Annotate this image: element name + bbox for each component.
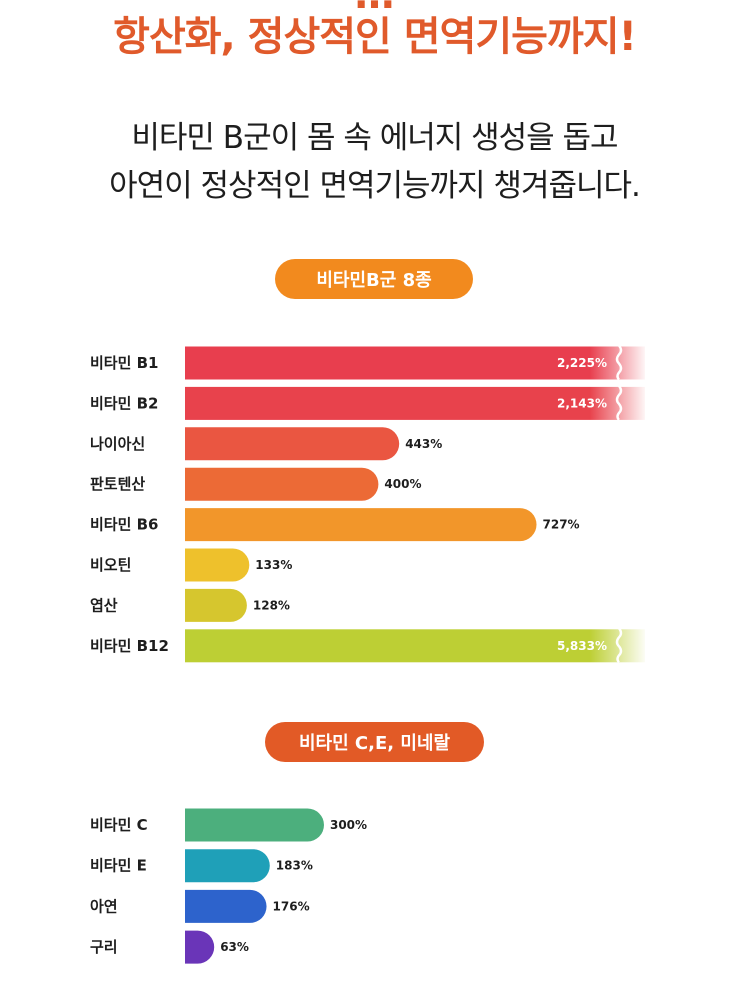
value-label: 176% [273, 899, 310, 913]
category-label: 비타민 B12 [90, 637, 169, 655]
value-label: 2,143% [557, 396, 607, 410]
category-label: 비타민 B6 [90, 516, 159, 534]
category-label: 아연 [90, 897, 118, 915]
value-label: 400% [384, 477, 421, 491]
bar [185, 386, 645, 420]
value-label: 5,833% [557, 639, 607, 653]
category-label: 비오틴 [90, 556, 131, 574]
bar [185, 849, 270, 883]
bar [185, 889, 267, 923]
category-label: 비타민 B1 [90, 354, 159, 372]
headline-partial: … [0, 0, 749, 18]
category-label: 판토텐산 [90, 475, 145, 493]
category-label: 나이아신 [90, 435, 145, 453]
subheadline-line2: 아연이 정상적인 면역기능까지 챙겨줍니다. [109, 168, 641, 204]
bar [185, 346, 645, 380]
bar [185, 427, 400, 461]
value-label: 183% [276, 859, 313, 873]
break-mark [615, 344, 623, 381]
break-mark [615, 627, 623, 664]
bar [185, 467, 379, 501]
value-label: 727% [543, 518, 580, 532]
bar [185, 629, 645, 663]
bar [185, 930, 215, 964]
headline: 항산화, 정상적인 면역기능까지! [113, 14, 637, 60]
break-mark [615, 385, 623, 421]
bar [185, 508, 537, 542]
value-label: 128% [253, 598, 290, 612]
value-label: 133% [255, 558, 292, 572]
category-label: 비타민 E [90, 857, 147, 875]
category-label: 비타민 C [90, 816, 148, 834]
category-label: 엽산 [90, 596, 118, 614]
chart-vitamin-b: 비타민 B1 2,225% 비타민 B2 2,143% 나이아신 443% 판토텐산 400%… [90, 344, 645, 664]
bar [185, 548, 250, 582]
chart2-title-pill: 비타민 C,E, 미네랄 [265, 722, 484, 762]
value-label: 63% [220, 940, 249, 954]
category-label: 구리 [90, 938, 118, 956]
bar [185, 808, 324, 842]
subheadline-line1: 비타민 B군이 몸 속 에너지 생성을 돕고 [131, 120, 618, 156]
chart-vitamin-ce-minerals: 비타민 C 300% 비타민 E 183% 아연 176% 구리 63% [90, 808, 367, 964]
chart1-title-pill: 비타민B군 8종 [275, 259, 473, 299]
value-label: 2,225% [557, 356, 607, 370]
value-label: 443% [405, 437, 442, 451]
value-label: 300% [330, 818, 367, 832]
bar [185, 588, 247, 622]
category-label: 비타민 B2 [90, 394, 159, 412]
